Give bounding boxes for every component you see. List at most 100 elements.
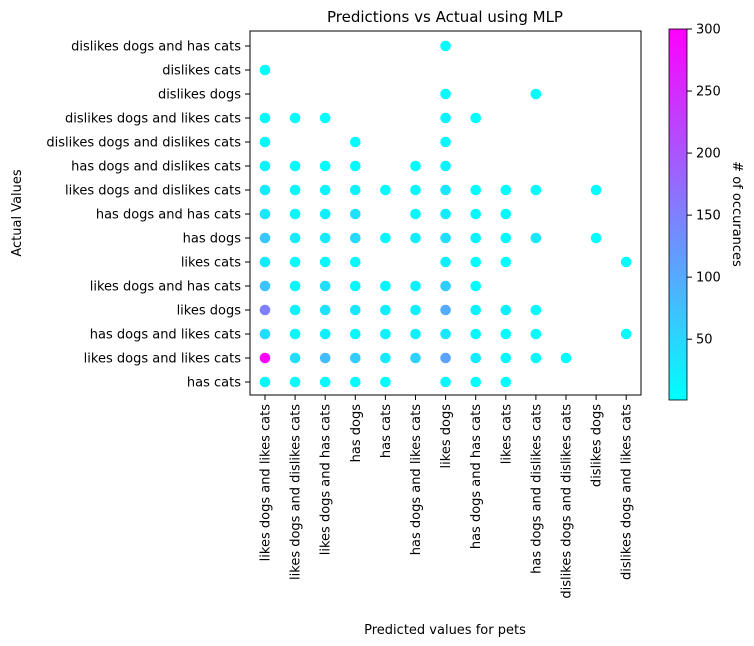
data-point — [440, 112, 451, 124]
colorbar: 50 100 150 200 250 300 # of occurances — [668, 23, 744, 401]
data-point — [350, 304, 361, 316]
x-tick-label-likes-dogs-and-likes-cats: likes dogs and likes cats — [259, 404, 274, 562]
data-point — [350, 160, 361, 172]
x-tick-label-likes-dogs-and-has-cats: likes dogs and has cats — [319, 404, 334, 555]
data-point — [289, 328, 301, 340]
data-point — [620, 256, 632, 268]
data-point — [259, 328, 271, 340]
data-point — [259, 112, 271, 124]
data-point — [410, 208, 421, 220]
data-point — [470, 328, 482, 340]
data-point — [440, 40, 451, 52]
data-point — [259, 64, 271, 76]
data-point — [319, 112, 331, 124]
data-point — [319, 376, 331, 388]
data-point — [289, 184, 301, 196]
data-point — [530, 88, 542, 100]
colorbar-tick-label: 300 — [696, 23, 721, 38]
data-point — [380, 304, 391, 316]
data-point — [440, 256, 451, 268]
data-point — [289, 208, 301, 220]
y-tick-label-dislikes-cats: dislikes cats — [162, 64, 241, 79]
y-tick-label-dislikes-dogs: dislikes dogs — [158, 88, 241, 103]
colorbar-tick-label: 50 — [696, 333, 713, 348]
data-point — [470, 256, 482, 268]
data-point — [470, 208, 482, 220]
data-point — [259, 280, 271, 292]
data-point — [470, 112, 482, 124]
data-point — [410, 160, 421, 172]
data-point — [440, 88, 451, 100]
data-point — [500, 184, 512, 196]
data-point — [350, 376, 361, 388]
data-point — [380, 232, 391, 244]
data-point — [440, 352, 451, 364]
data-point — [289, 280, 301, 292]
y-tick-label-likes-cats: likes cats — [181, 256, 241, 271]
data-point — [410, 232, 421, 244]
data-point — [440, 376, 451, 388]
colorbar-label: # of occurances — [729, 161, 744, 267]
data-point — [259, 184, 271, 196]
colorbar-tick-label: 250 — [696, 85, 721, 100]
data-point — [350, 208, 361, 220]
y-axis-label: Actual Values — [10, 169, 25, 257]
y-tick-label-has-cats: has cats — [187, 376, 241, 391]
y-axis: has cats likes dogs and likes cats has dog… — [46, 40, 250, 391]
data-point — [350, 232, 361, 244]
data-point — [440, 160, 451, 172]
colorbar-tick-label: 200 — [696, 147, 721, 162]
data-point — [319, 208, 331, 220]
x-tick-label-has-dogs-and-likes-cats: has dogs and likes cats — [409, 404, 424, 555]
x-tick-label-likes-dogs-and-dislikes-cats: likes dogs and dislikes cats — [289, 404, 304, 580]
data-point — [289, 376, 301, 388]
data-point — [380, 280, 391, 292]
data-point — [530, 304, 542, 316]
x-tick-label-likes-dogs: likes dogs — [439, 404, 454, 469]
data-point — [259, 208, 271, 220]
y-tick-label-likes-dogs-and-dislikes-cats: likes dogs and dislikes cats — [65, 184, 241, 199]
y-tick-label-likes-dogs-and-likes-cats: likes dogs and likes cats — [84, 352, 242, 367]
data-point — [259, 352, 271, 364]
data-point — [380, 328, 391, 340]
data-point — [560, 352, 572, 364]
data-point — [620, 328, 632, 340]
y-tick-label-has-dogs-and-dislikes-cats: has dogs and dislikes cats — [71, 160, 241, 175]
x-axis: likes dogs and likes cats likes dogs and … — [259, 395, 635, 599]
data-point — [259, 160, 271, 172]
plot-points — [259, 40, 632, 388]
data-point — [319, 352, 331, 364]
y-tick-label-likes-dogs: likes dogs — [177, 304, 242, 319]
data-point — [350, 280, 361, 292]
x-tick-label-likes-cats: likes cats — [499, 404, 514, 464]
data-point — [590, 232, 602, 244]
data-point — [440, 304, 451, 316]
data-point — [410, 304, 421, 316]
data-point — [500, 352, 512, 364]
y-tick-label-dislikes-dogs-and-likes-cats: dislikes dogs and likes cats — [65, 112, 241, 127]
data-point — [319, 232, 331, 244]
data-point — [380, 352, 391, 364]
data-point — [380, 184, 391, 196]
data-point — [350, 256, 361, 268]
y-tick-label-has-dogs-and-likes-cats: has dogs and likes cats — [90, 328, 241, 343]
x-tick-label-has-dogs-and-dislikes-cats: has dogs and dislikes cats — [529, 404, 544, 574]
data-point — [319, 256, 331, 268]
data-point — [410, 280, 421, 292]
data-point — [470, 352, 482, 364]
data-point — [440, 328, 451, 340]
data-point — [530, 232, 542, 244]
data-point — [289, 304, 301, 316]
data-point — [319, 184, 331, 196]
data-point — [440, 232, 451, 244]
data-point — [410, 352, 421, 364]
data-point — [500, 328, 512, 340]
y-tick-label-dislikes-dogs-and-has-cats: dislikes dogs and has cats — [71, 40, 241, 55]
data-point — [500, 304, 512, 316]
data-point — [410, 328, 421, 340]
data-point — [289, 160, 301, 172]
colorbar-gradient — [668, 28, 688, 401]
data-point — [350, 328, 361, 340]
y-tick-label-has-dogs: has dogs — [183, 232, 242, 247]
